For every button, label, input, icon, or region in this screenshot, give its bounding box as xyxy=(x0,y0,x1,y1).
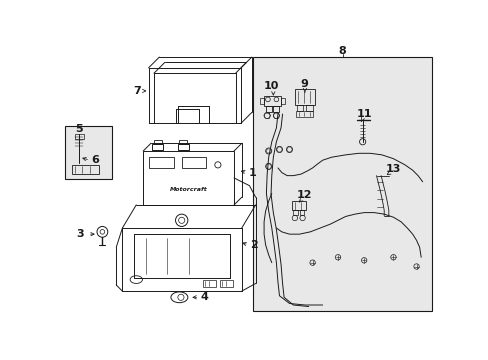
Bar xyxy=(71,165,99,174)
Bar xyxy=(64,126,112,179)
Bar xyxy=(152,144,163,150)
Text: 7: 7 xyxy=(133,86,141,96)
Bar xyxy=(220,280,232,287)
Text: 3: 3 xyxy=(76,229,84,239)
Bar xyxy=(154,140,162,144)
Bar xyxy=(182,157,206,168)
Text: 9: 9 xyxy=(300,79,307,89)
Text: 5: 5 xyxy=(75,125,83,134)
Text: 8: 8 xyxy=(338,46,346,56)
Bar xyxy=(253,57,431,311)
Bar xyxy=(291,201,305,210)
Bar xyxy=(264,95,281,106)
Bar xyxy=(143,151,234,205)
Bar xyxy=(179,140,187,144)
Text: 1: 1 xyxy=(248,167,256,177)
Bar xyxy=(260,98,264,104)
Text: 12: 12 xyxy=(296,190,311,200)
Bar xyxy=(265,106,271,112)
Text: 2: 2 xyxy=(250,240,258,250)
Bar xyxy=(306,105,312,111)
Bar xyxy=(75,134,84,139)
Bar xyxy=(294,89,314,105)
Bar xyxy=(297,105,303,111)
Bar xyxy=(296,111,313,117)
Bar xyxy=(299,210,304,215)
Bar xyxy=(203,280,215,287)
Bar xyxy=(281,98,285,104)
Text: 13: 13 xyxy=(385,164,400,174)
Text: 4: 4 xyxy=(201,292,208,302)
Bar xyxy=(293,210,297,215)
Text: 6: 6 xyxy=(91,155,99,165)
Bar xyxy=(273,106,279,112)
Text: 11: 11 xyxy=(356,109,371,119)
Bar xyxy=(178,144,188,150)
Bar xyxy=(149,157,174,168)
Text: 10: 10 xyxy=(264,81,279,91)
Text: Motorcraft: Motorcraft xyxy=(169,187,207,192)
